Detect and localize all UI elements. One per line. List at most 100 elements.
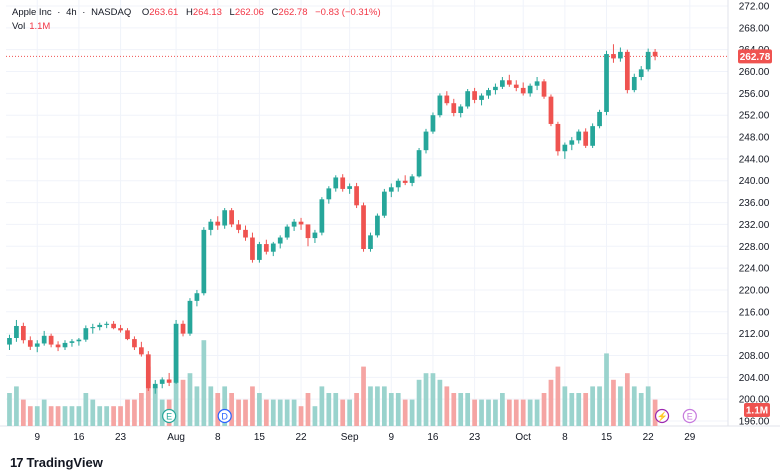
volume-bar [423,373,429,426]
event-marker-label: E [166,412,172,422]
price-tick-label: 212.00 [739,329,770,340]
separator: · [82,7,86,18]
low-value: 262.06 [234,7,264,18]
volume-bar [520,399,526,426]
price-tick-label: 208.00 [739,351,770,362]
candle-body [243,229,248,238]
candle-body [7,338,12,345]
candle-body [604,54,609,112]
candle-body [326,188,332,200]
volume-bar [333,393,339,426]
volume-bar [458,393,464,426]
candle-body [20,325,26,341]
time-tick-label: 23 [115,432,127,443]
tradingview-logo[interactable]: 17 TradingView [10,455,103,470]
event-marker-label: D [221,412,228,422]
interval[interactable]: 4h [66,7,77,18]
candle-body [645,51,651,70]
time-axis[interactable]: 9 16 23 Aug 8 15 22 Sep 9 16 23 Oct 8 15 22 29 [34,432,695,443]
candle-body [500,80,505,87]
volume-bar [506,399,512,426]
candle-body [319,199,325,233]
candle-body [347,186,353,189]
exchange: NASDAQ [91,7,132,18]
candle-body [118,328,123,331]
price-tick-label: 256.00 [739,89,770,100]
time-tick-label: 16 [427,432,439,443]
close-value: 262.78 [278,7,308,18]
price-axis[interactable]: 196.00 200.00 204.00 208.00 212.00 216.00 220.… [739,2,770,428]
volume-bar [97,406,103,426]
candle-body [194,293,200,301]
volume-bar [208,386,214,426]
candle-body [222,210,228,226]
volume-bar [347,399,353,426]
time-tick-label: Sep [341,432,359,443]
volume-bar [14,386,19,426]
volume-bar [236,399,241,426]
price-tick-label: 224.00 [739,264,770,275]
symbol-name[interactable]: Apple Inc [12,7,52,18]
candle-body [173,323,179,383]
volume-bar [548,379,554,426]
candle-body [395,180,401,188]
event-marker-label: ⚡ [656,411,667,423]
candle-body [611,54,616,59]
time-tick-label: 29 [684,432,696,443]
volume-bar [638,393,644,426]
candle-body [583,131,589,146]
candle-body [263,244,269,252]
candle-body [180,323,186,334]
volume-bar [201,340,207,426]
volume-label: Vol [12,21,26,32]
volume-bar [111,406,116,426]
price-tick-label: 248.00 [739,133,770,144]
price-tick-label: 204.00 [739,373,770,384]
volume-bar [284,399,290,426]
candle-body [631,76,637,91]
volume-bar [444,386,450,426]
volume-bars [7,340,658,426]
volume-bar [465,393,471,426]
candle-body [472,91,477,100]
event-marker [654,408,670,424]
volume-bar [437,379,443,426]
volume-bar [125,399,130,426]
time-tick-label: 15 [254,432,266,443]
volume-bar [604,353,609,426]
volume-bar [55,406,61,426]
last-volume-badge [744,403,770,417]
candle-body [277,237,283,244]
candle-body [284,226,290,238]
high-value: 264.13 [192,7,222,18]
volume-bar [243,399,248,426]
volume-bar [583,393,589,426]
candle-body [97,324,103,328]
candle-body [55,344,61,348]
candle-body [479,95,484,100]
candle-body [229,210,234,225]
volume-bar [187,373,193,426]
candle-body [34,343,40,347]
price-tick-label: 216.00 [739,307,770,318]
last-volume-label: 1.1M [746,406,768,417]
candle-body [111,323,116,329]
volume-bar [430,373,436,426]
volume-bar [257,393,262,426]
open-label: O [141,7,150,18]
candle-body [201,229,207,294]
candle-body [166,379,172,383]
volume-bar [624,373,630,426]
volume-bar [597,386,602,426]
candle-body [312,232,318,239]
price-tick-label: 240.00 [739,176,770,187]
time-tick-label: Oct [515,432,531,443]
candle-body [402,180,408,183]
volume-bar [312,406,318,426]
volume-bar [20,399,26,426]
candle-body [236,224,241,230]
volume-bar [277,399,283,426]
volume-bar [416,379,422,426]
open-value: 263.61 [149,7,179,18]
